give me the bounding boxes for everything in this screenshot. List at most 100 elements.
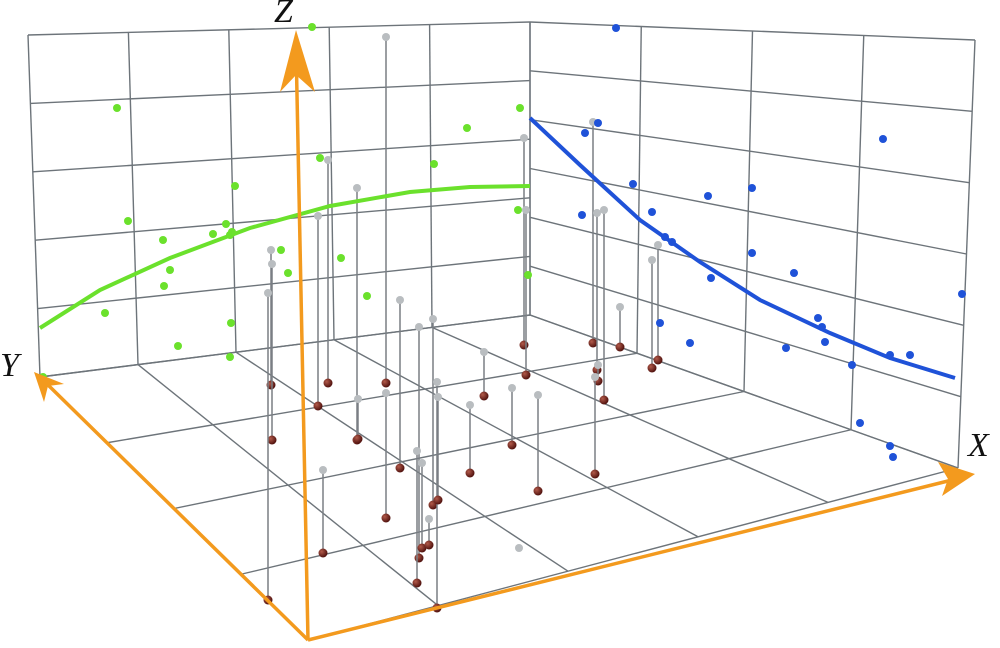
base-point xyxy=(479,391,489,401)
point xyxy=(209,230,217,238)
point xyxy=(159,236,167,244)
point xyxy=(616,303,624,311)
point xyxy=(363,292,371,300)
grid-line xyxy=(529,167,967,255)
point xyxy=(594,361,602,369)
base-point xyxy=(323,378,333,388)
grid xyxy=(27,21,976,641)
point xyxy=(515,544,523,552)
point xyxy=(268,260,276,268)
grid-line xyxy=(173,390,745,510)
point xyxy=(648,208,656,216)
point xyxy=(654,241,662,249)
grid-line xyxy=(529,70,973,113)
point xyxy=(848,361,856,369)
point xyxy=(790,269,798,277)
point xyxy=(353,184,361,192)
fit-curve xyxy=(528,116,956,380)
point xyxy=(413,447,421,455)
base-point xyxy=(424,540,434,550)
point xyxy=(425,515,433,523)
point xyxy=(430,160,438,168)
point xyxy=(593,209,601,217)
base-point xyxy=(414,553,424,563)
point xyxy=(668,238,676,246)
point xyxy=(818,323,826,331)
point xyxy=(594,119,602,127)
point xyxy=(821,338,829,346)
point xyxy=(782,344,790,352)
point xyxy=(124,217,132,225)
point xyxy=(886,442,894,450)
point xyxy=(415,323,423,331)
point xyxy=(418,459,426,467)
point xyxy=(227,319,235,327)
point xyxy=(707,274,715,282)
point xyxy=(113,104,121,112)
grid-line xyxy=(529,216,964,327)
point xyxy=(748,184,756,192)
base-point xyxy=(417,543,427,553)
base-point xyxy=(465,468,475,478)
base-point xyxy=(313,401,323,411)
point xyxy=(463,124,471,132)
point xyxy=(480,348,488,356)
grid-line xyxy=(39,314,531,378)
point xyxy=(516,104,524,112)
base-point xyxy=(412,578,422,588)
z-axis-label: Z xyxy=(274,0,294,30)
y-axis-label: Y xyxy=(0,347,22,384)
base-point xyxy=(653,355,663,365)
grid-line xyxy=(529,265,962,398)
point xyxy=(856,419,864,427)
point xyxy=(308,23,316,31)
grid-line xyxy=(228,29,237,353)
point xyxy=(354,395,362,403)
point xyxy=(591,373,599,381)
point xyxy=(524,271,532,279)
base-point xyxy=(533,486,543,496)
point xyxy=(382,389,390,397)
base-point xyxy=(395,463,405,473)
grid-line xyxy=(328,27,335,340)
axes xyxy=(34,30,975,642)
point xyxy=(222,220,230,228)
base-point xyxy=(521,370,531,380)
point xyxy=(434,393,442,401)
point xyxy=(174,342,182,350)
point xyxy=(101,309,109,317)
point xyxy=(160,282,168,290)
point xyxy=(433,378,441,386)
point xyxy=(958,290,966,298)
base-point xyxy=(615,342,625,352)
point xyxy=(231,182,239,190)
grid-line xyxy=(127,32,139,365)
grid-line xyxy=(30,79,531,105)
grid-line xyxy=(32,138,531,173)
base-point xyxy=(381,513,391,523)
grid-line xyxy=(428,24,433,328)
point xyxy=(429,315,437,323)
point xyxy=(704,192,712,200)
base-point xyxy=(381,378,391,388)
grid-line xyxy=(27,34,41,378)
stems xyxy=(263,33,663,613)
point xyxy=(316,154,324,162)
point xyxy=(656,319,664,327)
grid-line xyxy=(27,21,531,36)
base-point xyxy=(507,440,517,450)
point xyxy=(514,206,522,214)
base-point xyxy=(647,363,657,373)
point xyxy=(396,296,404,304)
point xyxy=(612,24,620,32)
point xyxy=(886,351,894,359)
base-point xyxy=(519,340,529,350)
point xyxy=(267,246,275,254)
point xyxy=(906,351,914,359)
base-point xyxy=(590,469,600,479)
point xyxy=(314,212,322,220)
point xyxy=(466,401,474,409)
base-point xyxy=(267,435,277,445)
point xyxy=(522,206,530,214)
